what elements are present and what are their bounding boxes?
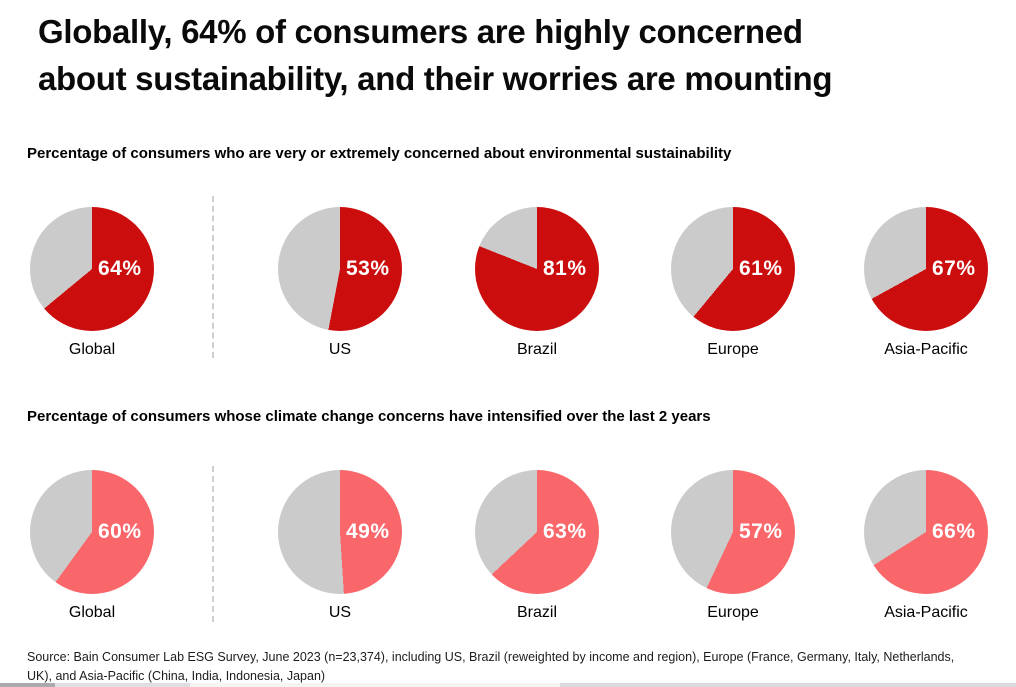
concern-pie-group-us: 53% US	[278, 207, 402, 359]
concern-pie-label-us: US	[328, 341, 352, 358]
intensified-pie-chart-brazil: 63%	[475, 470, 599, 594]
concern-pie-value-europe: 61%	[739, 257, 783, 280]
window-bottom-edge-segment	[55, 683, 190, 687]
concern-pie-chart-asia-pacific: 67%	[864, 207, 988, 331]
intensified-pie-label-asia-pacific: Asia-Pacific	[884, 604, 968, 621]
concern-pie-label-europe: Europe	[707, 341, 759, 358]
concern-pie-group-global: 64% Global	[30, 207, 154, 359]
intensified-pie-group-us: 49% US	[278, 470, 402, 622]
concern-pie-group-europe: 61% Europe	[671, 207, 795, 359]
section2-subtitle: Percentage of consumers whose climate ch…	[27, 408, 711, 425]
intensified-pie-group-brazil: 63% Brazil	[475, 470, 599, 622]
section2-dashed-divider	[212, 466, 214, 622]
concern-pie-chart-brazil: 81%	[475, 207, 599, 331]
intensified-pie-group-asia-pacific: 66% Asia-Pacific	[864, 470, 988, 622]
concern-pie-value-brazil: 81%	[543, 257, 587, 280]
page-title-line-1: Globally, 64% of consumers are highly co…	[38, 13, 803, 50]
window-bottom-edge-segment	[0, 683, 55, 687]
concern-pie-label-asia-pacific: Asia-Pacific	[884, 341, 968, 358]
intensified-pie-chart-us: 49%	[278, 470, 402, 594]
window-bottom-edge-segment	[560, 683, 1016, 687]
concern-pie-chart-us: 53%	[278, 207, 402, 331]
source-note-line-2: UK), and Asia-Pacific (China, India, Ind…	[27, 669, 326, 683]
source-note: Source: Bain Consumer Lab ESG Survey, Ju…	[27, 648, 1015, 686]
intensified-pie-group-global: 60% Global	[30, 470, 154, 622]
page-title-line-2: about sustainability, and their worries …	[38, 60, 833, 97]
page-title: Globally, 64% of consumers are highly co…	[38, 8, 833, 102]
intensified-pie-value-europe: 57%	[739, 520, 783, 543]
source-note-line-1: Source: Bain Consumer Lab ESG Survey, Ju…	[27, 650, 955, 664]
concern-pie-value-asia-pacific: 67%	[932, 257, 976, 280]
concern-pie-label-brazil: Brazil	[516, 341, 557, 358]
window-bottom-edge	[0, 683, 1016, 687]
concern-pie-value-us: 53%	[346, 257, 390, 280]
intensified-pie-label-global: Global	[68, 604, 116, 621]
concern-pie-group-asia-pacific: 67% Asia-Pacific	[864, 207, 988, 359]
intensified-pie-value-global: 60%	[98, 520, 142, 543]
concern-pie-chart-europe: 61%	[671, 207, 795, 331]
intensified-pie-group-europe: 57% Europe	[671, 470, 795, 622]
intensified-pie-label-brazil: Brazil	[516, 604, 557, 621]
intensified-pie-label-us: US	[328, 604, 352, 621]
concern-pie-value-global: 64%	[98, 257, 142, 280]
intensified-pie-chart-asia-pacific: 66%	[864, 470, 988, 594]
section1-dashed-divider	[212, 196, 214, 358]
concern-pie-label-global: Global	[68, 341, 116, 358]
concern-pie-chart-global: 64%	[30, 207, 154, 331]
intensified-pie-label-europe: Europe	[707, 604, 759, 621]
intensified-pie-value-us: 49%	[346, 520, 390, 543]
intensified-pie-value-brazil: 63%	[543, 520, 587, 543]
window-bottom-edge-segment	[190, 683, 560, 687]
intensified-pie-chart-global: 60%	[30, 470, 154, 594]
section1-subtitle: Percentage of consumers who are very or …	[27, 145, 732, 162]
intensified-pie-chart-europe: 57%	[671, 470, 795, 594]
concern-pie-group-brazil: 81% Brazil	[475, 207, 599, 359]
intensified-pie-value-asia-pacific: 66%	[932, 520, 976, 543]
